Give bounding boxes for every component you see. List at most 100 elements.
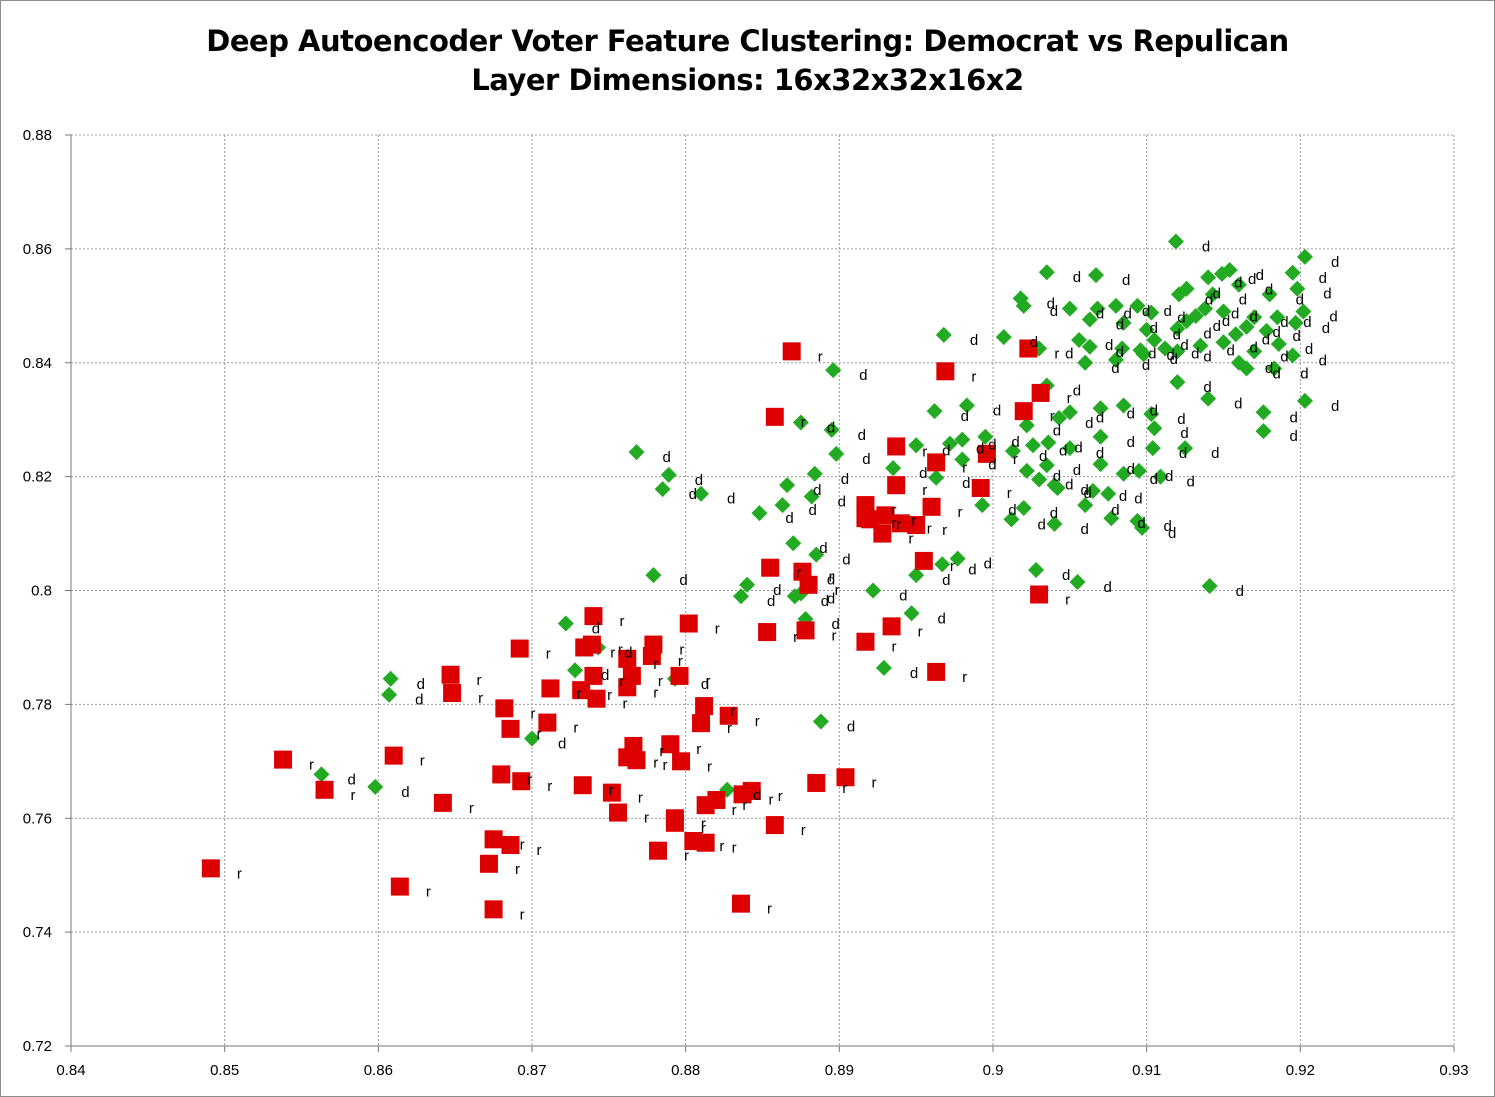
republican-point-label: r: [891, 515, 896, 532]
republican-point-label: r: [573, 720, 578, 737]
democrat-point-label: d: [938, 610, 946, 627]
republican-point: [679, 614, 698, 633]
democrat-point: [524, 730, 540, 747]
republican-point-label: r: [679, 642, 684, 659]
democrat-point-label: d: [679, 572, 687, 589]
democrat-point-label: d: [1053, 468, 1061, 485]
x-tick-label: 0.91: [1132, 1062, 1161, 1079]
y-tick-label: 0.88: [23, 127, 52, 144]
democrat-point-label: d: [962, 475, 970, 492]
democrat-point-label: d: [961, 408, 969, 425]
democrat-point-label: d: [1127, 461, 1135, 478]
democrat-point: [1089, 300, 1106, 317]
republican-point-label: r: [609, 782, 614, 799]
democrat-point-label: d: [1280, 314, 1288, 331]
democrat-point-label: d: [1262, 331, 1270, 348]
democrat-point-label: d: [1053, 422, 1061, 439]
republican-point-label: r: [662, 757, 667, 774]
democrat-point-label: d: [1073, 462, 1081, 479]
democrat-point: [885, 460, 902, 477]
republican-point-label: r: [619, 613, 624, 630]
republican-point-label: r: [658, 673, 663, 690]
democrat-point: [1227, 326, 1244, 343]
democrat-point-label: d: [821, 593, 829, 610]
democrat-point-label: d: [919, 465, 927, 482]
democrat-point-label: d: [689, 486, 697, 503]
republican-point: [384, 746, 403, 765]
republican-point-label: r: [530, 705, 535, 722]
republican-point-label: r: [623, 696, 628, 713]
gridlines: [71, 134, 1455, 1046]
democrat-point: [1004, 443, 1021, 460]
democrat-point-label: d: [1203, 326, 1211, 343]
democrat-point: [1012, 290, 1029, 307]
democrat-point: [628, 444, 645, 461]
democrat-point: [803, 488, 820, 505]
democrat-point-label: d: [1289, 409, 1297, 426]
democrat-point-label: d: [910, 665, 918, 682]
democrat-point-label: d: [1211, 445, 1219, 462]
republican-point-label: r: [547, 778, 552, 795]
chart-title-block: Deep Autoencoder Voter Feature Clusterin…: [0, 22, 1495, 100]
democrat-point: [903, 605, 920, 622]
democrat-point: [1169, 320, 1186, 337]
republican-point-label: r: [701, 820, 706, 837]
democrat-point-label: d: [1319, 270, 1327, 287]
democrat-point: [934, 556, 951, 573]
democrat-point: [654, 481, 671, 498]
democrat-point: [1167, 233, 1184, 250]
republican-point-label: r: [871, 774, 876, 791]
democrat-point-label: d: [1173, 327, 1181, 344]
democrat-point-label: d: [1213, 286, 1221, 303]
democrat-point: [1024, 437, 1041, 454]
democrat-point: [908, 567, 925, 584]
republican-point: [882, 617, 901, 636]
republican-point: [927, 453, 946, 472]
democrat-point: [1192, 337, 1209, 354]
republican-point: [1030, 585, 1049, 604]
democrat-point-label: d: [1331, 398, 1339, 415]
democrat-point: [875, 659, 892, 676]
republican-point-label: r: [678, 653, 683, 670]
republican-point: [584, 666, 603, 685]
democrat-point: [1287, 314, 1304, 331]
x-tick-label: 0.84: [56, 1062, 85, 1079]
democrat-point-label: d: [827, 420, 835, 437]
democrat-point: [941, 435, 958, 452]
democrat-point: [1169, 343, 1186, 360]
democrat-point: [1092, 428, 1109, 445]
democrat-point: [1246, 343, 1263, 360]
republican-point: [441, 665, 460, 684]
republican-point: [541, 679, 560, 698]
republican-point: [936, 362, 955, 381]
democrat-point-label: d: [1305, 341, 1313, 358]
democrat-point: [825, 362, 842, 379]
democrat-point-label: d: [808, 502, 816, 519]
republican-point: [512, 772, 531, 791]
democrat-point-label: d: [1323, 286, 1331, 303]
republican-point-label: r: [801, 822, 806, 839]
democrat-point-label: d: [1205, 291, 1213, 308]
republican-point: [609, 803, 628, 822]
democrat-point-label: d: [1234, 396, 1242, 413]
democrat-point-label: d: [1047, 295, 1055, 312]
democrat-point: [1081, 338, 1098, 355]
democrat-point: [1107, 351, 1124, 368]
republican-point-label: r: [908, 531, 913, 548]
democrat-point-label: d: [1163, 518, 1171, 535]
democrat-point: [1178, 313, 1195, 330]
democrat-point: [1069, 573, 1086, 590]
republican-point: [642, 646, 661, 665]
democrat-point-label: d: [1191, 346, 1199, 363]
democrat-point-label: d: [1030, 334, 1038, 351]
republican-point-label: r: [942, 522, 947, 539]
republican-point: [887, 437, 906, 456]
republican-point-label: r: [962, 669, 967, 686]
democrat-point: [774, 497, 791, 514]
democrat-point: [367, 778, 384, 795]
republican-point: [731, 894, 750, 913]
democrat-point: [1296, 248, 1313, 265]
republican-point: [876, 506, 895, 525]
democrat-point: [1038, 457, 1055, 474]
democrat-point: [1061, 404, 1078, 421]
